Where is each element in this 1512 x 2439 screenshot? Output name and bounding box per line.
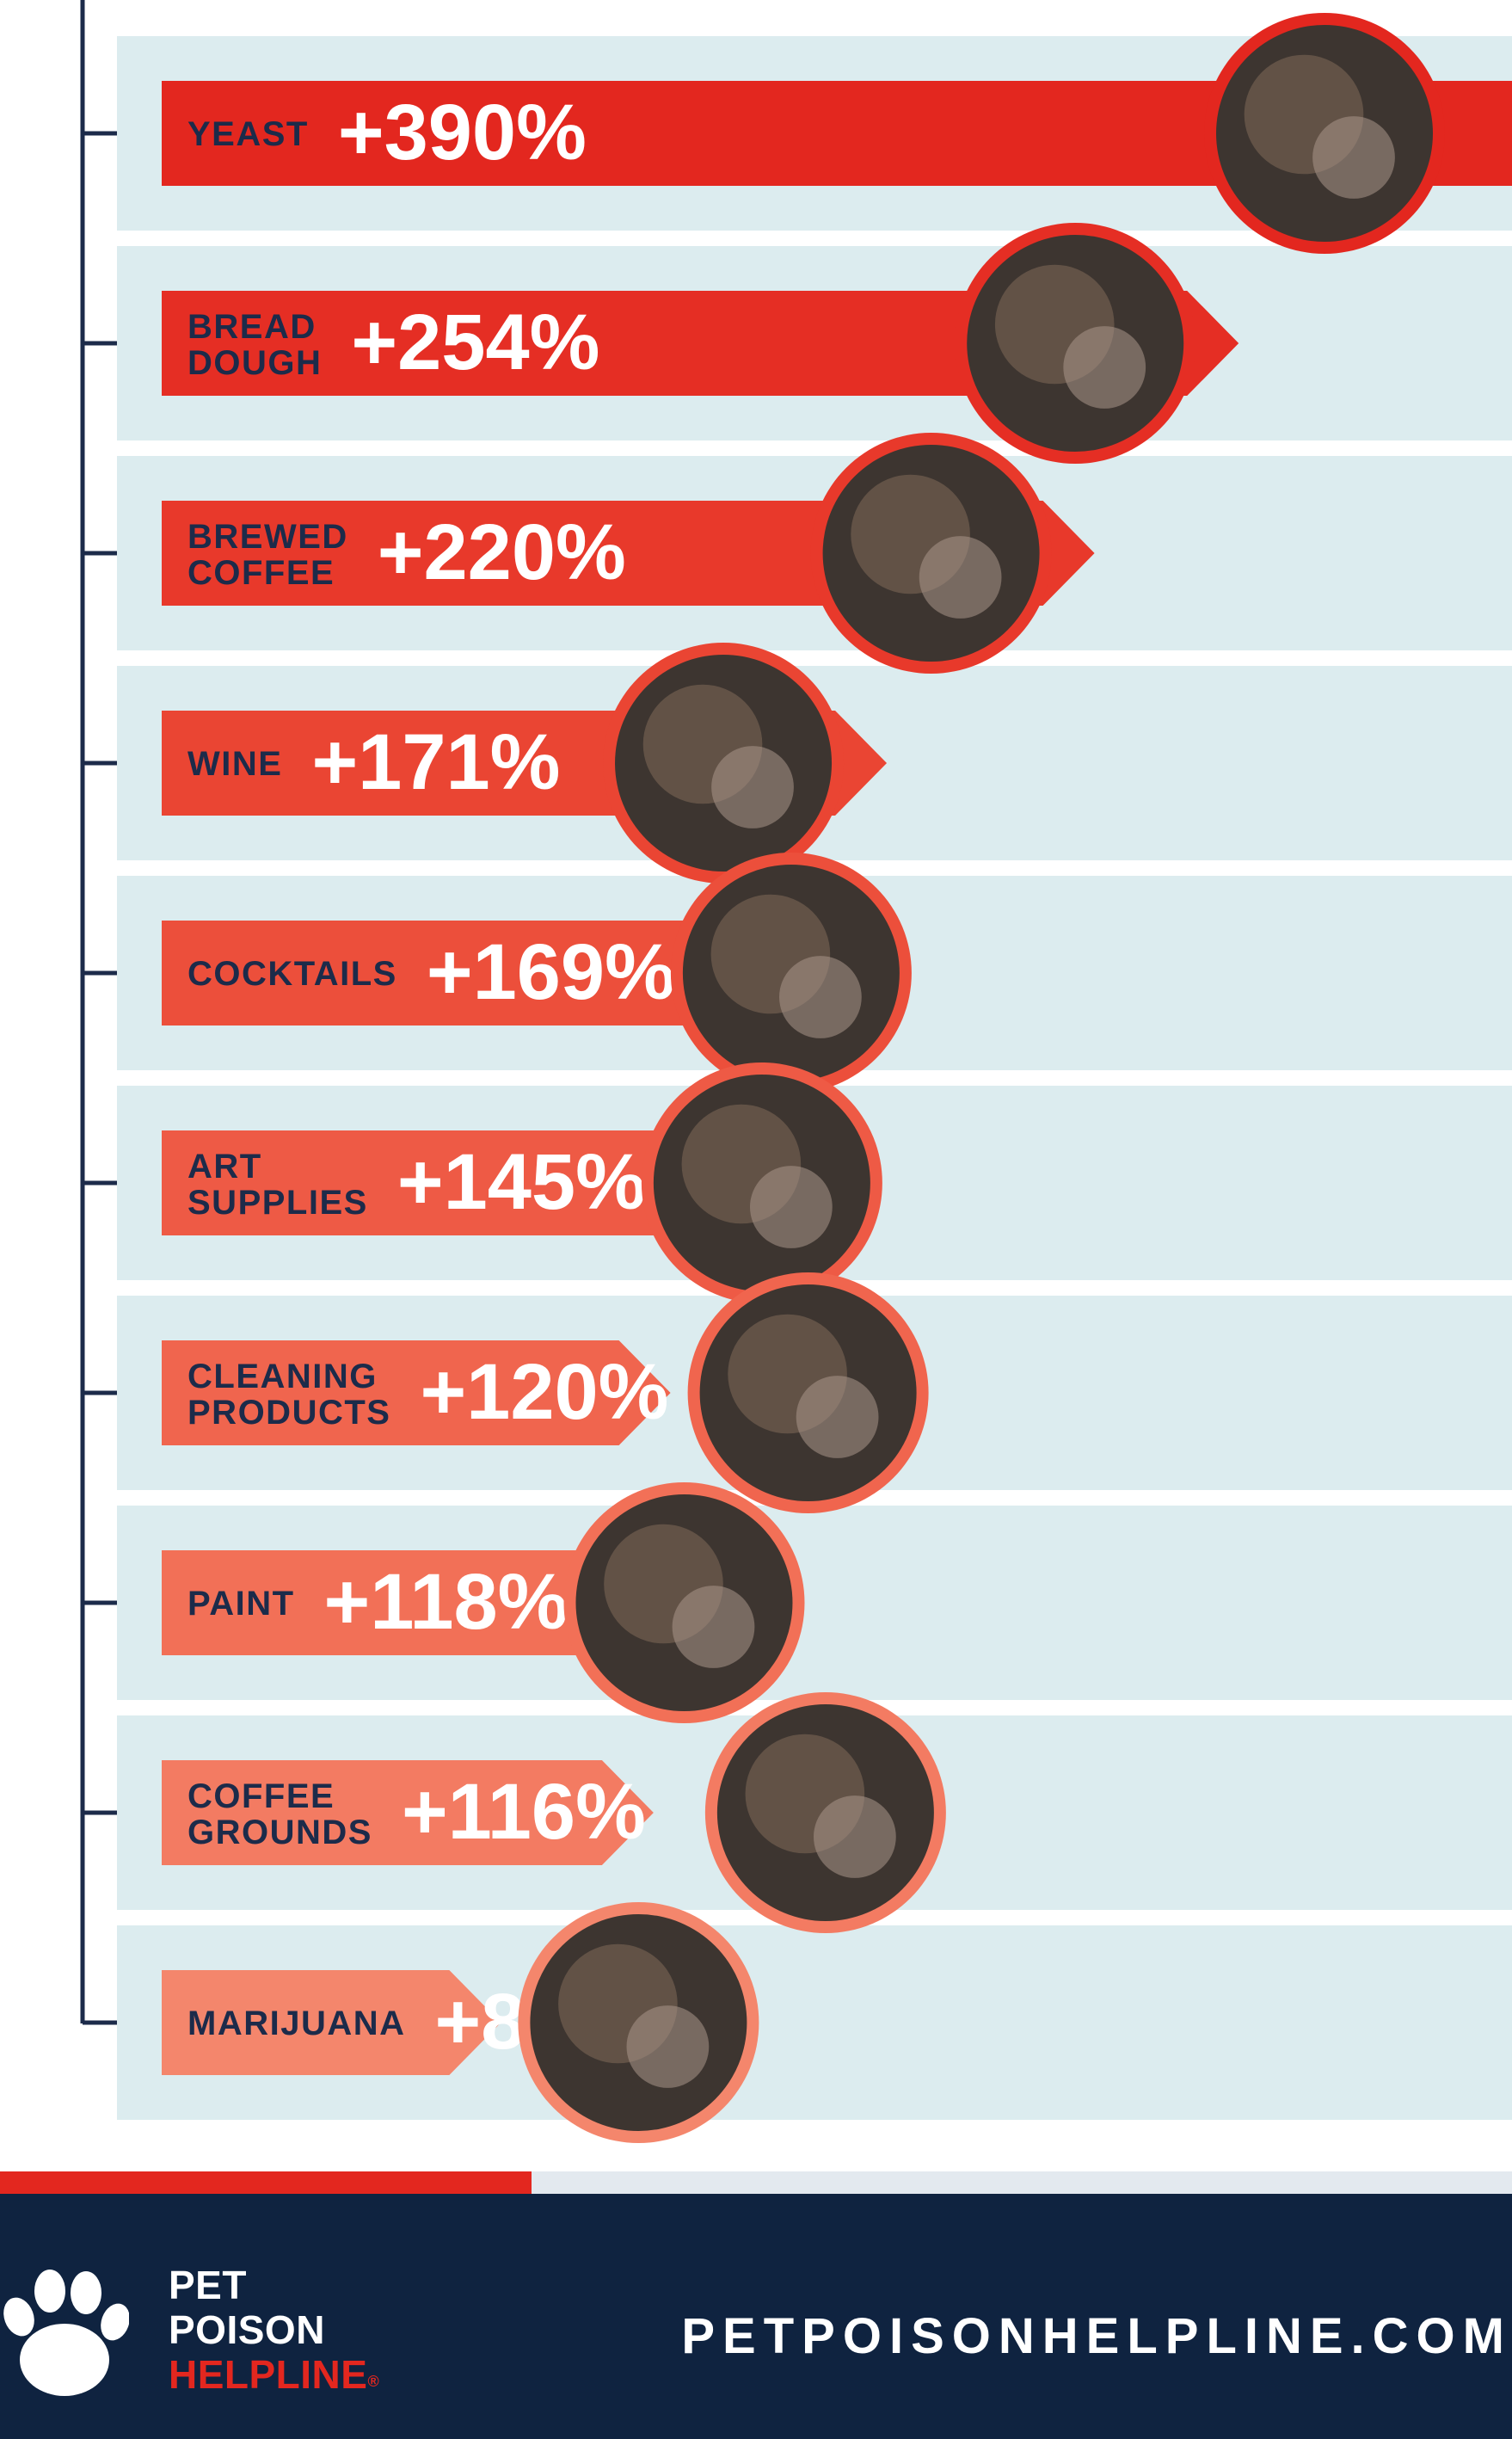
bar-chart: YEAST +390%BREAD DOUGH +254%BREWED COFFEE +22…	[80, 0, 1512, 2143]
bar	[162, 1760, 654, 1865]
bar	[162, 1970, 501, 2075]
category-label: MARIJUANA	[187, 2005, 406, 2042]
category-label-line: CLEANING	[187, 1358, 378, 1395]
category-label: BREWED COFFEE	[187, 518, 348, 592]
category-label: WINE	[187, 745, 282, 783]
brand-line-2: POISON	[169, 2307, 325, 2352]
value-label: +116%	[402, 1768, 646, 1856]
value-label: +169%	[427, 928, 675, 1016]
category-label-line: GROUNDS	[187, 1814, 372, 1851]
wine-photo	[603, 643, 845, 884]
brand-line-3: HELPLINE®	[169, 2352, 379, 2397]
category-label-line: BREAD	[187, 308, 317, 346]
category-label-line: PRODUCTS	[187, 1394, 390, 1432]
category-label-line: COCKTAILS	[187, 955, 397, 993]
category-label: CLEANING PRODUCTS	[187, 1358, 390, 1432]
brewed-coffee-photo	[810, 433, 1052, 674]
category-label: ART SUPPLIES	[187, 1148, 368, 1222]
marijuana-photo	[518, 1902, 759, 2143]
category-label-line: YEAST	[187, 115, 309, 153]
yeast-bowl-photo	[1204, 13, 1445, 254]
category-label-line: COFFEE	[187, 554, 335, 592]
value-label: +390%	[338, 89, 587, 176]
brand-helpline: HELPLINE	[169, 2352, 368, 2397]
category-label-line: DOUGH	[187, 344, 322, 382]
value-label: +145%	[397, 1138, 646, 1226]
category-label-line: COFFEE	[187, 1777, 335, 1815]
bread-dough-photo	[955, 223, 1196, 464]
footer	[0, 2194, 1512, 2439]
brand-line-1: PET	[169, 2263, 247, 2307]
value-label: +171%	[311, 718, 560, 806]
value-label: +120%	[420, 1348, 668, 1436]
category-label-line: MARIJUANA	[187, 2005, 406, 2042]
value-label: +254%	[351, 299, 599, 386]
category-label: COCKTAILS	[187, 955, 397, 993]
category-label: BREAD DOUGH	[187, 308, 322, 382]
category-label-line: ART	[187, 1148, 262, 1186]
cocktail-photo	[670, 853, 912, 1093]
cleaning-products-photo	[687, 1272, 929, 1513]
category-label-line: SUPPLIES	[187, 1184, 368, 1222]
website-link[interactable]: PETPOISONHELPLINE.COM	[681, 2308, 1512, 2364]
paint-cans-photo	[563, 1482, 805, 1723]
brand-logo-text: PET POISON HELPLINE®	[169, 2263, 379, 2397]
value-label: +118%	[324, 1558, 569, 1646]
category-label-line: BREWED	[187, 518, 348, 556]
bar	[162, 1340, 671, 1445]
category-label: COFFEE GROUNDS	[187, 1777, 372, 1851]
category-label: PAINT	[187, 1585, 295, 1623]
category-label-line: WINE	[187, 745, 282, 783]
category-label-line: PAINT	[187, 1585, 295, 1623]
footer-accent-strip	[0, 2171, 532, 2194]
registered-mark: ®	[367, 2373, 380, 2390]
bar	[162, 1130, 777, 1235]
paw-print-icon	[3, 2270, 129, 2396]
bar	[162, 1550, 662, 1655]
coffee-grounds-photo	[704, 1692, 946, 1933]
value-label: +220%	[378, 508, 626, 596]
category-label: YEAST	[187, 115, 309, 153]
art-supplies-photo	[641, 1062, 882, 1303]
